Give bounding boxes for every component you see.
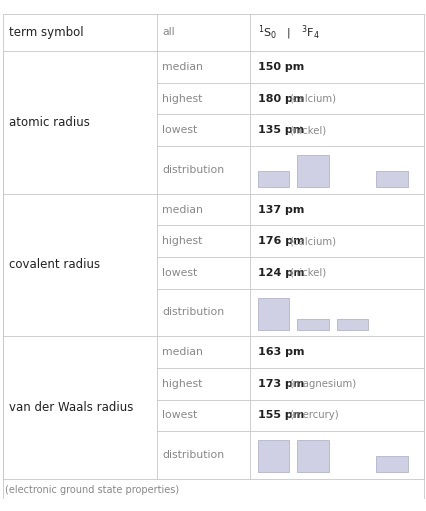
Text: (magnesium): (magnesium): [288, 379, 355, 389]
Text: 180 pm: 180 pm: [257, 94, 303, 104]
Text: (calcium): (calcium): [288, 236, 335, 246]
Bar: [257, 297, 289, 330]
Text: van der Waals radius: van der Waals radius: [9, 401, 132, 414]
Bar: [257, 440, 289, 473]
Text: 176 pm: 176 pm: [257, 236, 304, 246]
Text: lowest: lowest: [161, 268, 197, 278]
Text: 135 pm: 135 pm: [257, 125, 303, 135]
Text: atomic radius: atomic radius: [9, 116, 89, 129]
Text: (nickel): (nickel): [288, 125, 325, 135]
Text: highest: highest: [161, 94, 202, 104]
Bar: [336, 319, 368, 330]
Bar: [296, 440, 328, 473]
Text: 124 pm: 124 pm: [257, 268, 304, 278]
Text: distribution: distribution: [161, 450, 224, 460]
Bar: [257, 171, 289, 188]
Bar: [296, 319, 328, 330]
Bar: [375, 456, 407, 473]
Text: covalent radius: covalent radius: [9, 259, 99, 271]
Text: distribution: distribution: [161, 308, 224, 317]
Text: all: all: [161, 28, 174, 37]
Text: highest: highest: [161, 379, 202, 389]
Text: 173 pm: 173 pm: [257, 379, 303, 389]
Text: 155 pm: 155 pm: [257, 410, 303, 421]
Text: (electronic ground state properties): (electronic ground state properties): [5, 485, 179, 495]
Text: lowest: lowest: [161, 410, 197, 421]
Text: term symbol: term symbol: [9, 26, 83, 39]
Text: 137 pm: 137 pm: [257, 204, 303, 215]
Bar: [375, 171, 407, 188]
Text: $^{1}$S$_{0}$   |   $^{3}$F$_{4}$: $^{1}$S$_{0}$ | $^{3}$F$_{4}$: [257, 23, 319, 42]
Text: (nickel): (nickel): [288, 268, 325, 278]
Text: 150 pm: 150 pm: [257, 62, 303, 72]
Text: 163 pm: 163 pm: [257, 347, 304, 357]
Text: median: median: [161, 347, 202, 357]
Text: distribution: distribution: [161, 165, 224, 175]
Text: lowest: lowest: [161, 125, 197, 135]
Text: highest: highest: [161, 236, 202, 246]
Text: (calcium): (calcium): [288, 94, 335, 104]
Bar: [296, 155, 328, 188]
Text: median: median: [161, 204, 202, 215]
Text: median: median: [161, 62, 202, 72]
Text: (mercury): (mercury): [288, 410, 338, 421]
